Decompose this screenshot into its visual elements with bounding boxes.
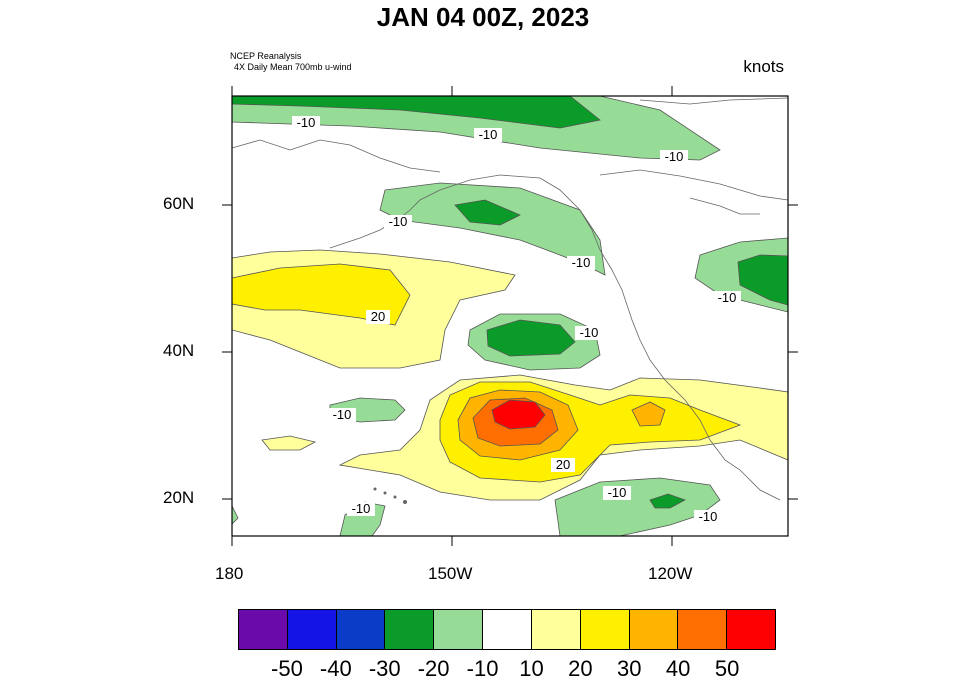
- coastline: [231, 97, 789, 501]
- contour-fill-50: [491, 399, 546, 430]
- colorbar-tick-label: -50: [271, 656, 303, 681]
- units-label: knots: [743, 57, 784, 76]
- svg-text:20: 20: [371, 309, 385, 324]
- colorbar-tick-label: -40: [319, 656, 352, 681]
- source-label: NCEP Reanalysis: [230, 51, 302, 61]
- svg-text:-10: -10: [608, 485, 627, 500]
- colorbar-tick-label: 30: [617, 656, 642, 681]
- svg-text:-10: -10: [718, 290, 737, 305]
- lat-label-40n: 40N: [163, 341, 195, 360]
- contour-fill-neg20-south: [649, 493, 686, 509]
- map-frame: [231, 95, 789, 537]
- contour-fill-20-west: [231, 263, 411, 326]
- hawaii-islands: [373, 487, 407, 504]
- svg-text:20: 20: [556, 457, 570, 472]
- colorbar-tick-label: 40: [665, 656, 691, 681]
- svg-text:-10: -10: [479, 127, 498, 142]
- svg-text:-10: -10: [352, 501, 371, 516]
- map-title: JAN 04 00Z, 2023: [376, 2, 590, 32]
- colorbar-swatch: [385, 610, 435, 649]
- colorbar-swatch: [483, 610, 532, 649]
- axis-ticks: [222, 86, 798, 546]
- contour-fill-neg20-center: [486, 319, 576, 357]
- contour-label: -10: [328, 407, 356, 422]
- contour-label: -10: [384, 214, 412, 229]
- contour-fill-neg20-north: [231, 95, 601, 129]
- colorbar-tick-label: 20: [568, 656, 593, 681]
- colorbar-swatch: [287, 610, 337, 649]
- lon-label-150w: 150W: [428, 564, 473, 583]
- svg-text:-10: -10: [389, 214, 408, 229]
- contour-label: -10: [694, 509, 722, 524]
- svg-text:-10: -10: [297, 115, 316, 130]
- colorbar-swatch: [434, 610, 484, 649]
- lon-label-180: 180: [215, 564, 244, 583]
- contour-label: -10: [603, 485, 631, 500]
- contour-fill-10-small: [261, 435, 317, 451]
- contour-label: -10: [713, 290, 741, 305]
- contour-label: -10: [660, 149, 688, 164]
- colorbar-tick-label: 10: [519, 656, 544, 681]
- colorbar-tick-label: -10: [466, 656, 499, 681]
- colorbar-swatch: [580, 610, 630, 649]
- contour-label: -10: [474, 127, 502, 142]
- colorbar-tick-label: -20: [417, 656, 450, 681]
- contour-label: -10: [575, 325, 603, 340]
- contour-label: -10: [347, 501, 375, 516]
- svg-text:-10: -10: [699, 509, 718, 524]
- contour-label: 20: [366, 309, 390, 324]
- colorbar-swatch: [678, 610, 728, 649]
- svg-text:-10: -10: [333, 407, 352, 422]
- contour-label: 20: [551, 457, 575, 472]
- lat-label-60n: 60N: [163, 194, 195, 213]
- lon-label-120w: 120W: [648, 564, 693, 583]
- contour-label: -10: [567, 255, 595, 270]
- svg-text:-10: -10: [665, 149, 684, 164]
- svg-text:-10: -10: [580, 325, 599, 340]
- colorbar-swatch: [727, 610, 775, 649]
- contour-fill-neg20-alaska: [454, 199, 521, 226]
- variable-label: 4X Daily Mean 700mb u-wind: [234, 62, 352, 72]
- contour-fill-30-east: [631, 401, 666, 427]
- colorbar-swatch: [239, 610, 288, 649]
- lat-label-20n: 20N: [163, 488, 195, 507]
- contour-label: -10: [292, 115, 320, 130]
- colorbar-swatch: [336, 610, 386, 649]
- colorbar-swatch: [629, 610, 679, 649]
- colorbar-swatch: [531, 610, 581, 649]
- svg-text:-10: -10: [572, 255, 591, 270]
- colorbar: [238, 609, 776, 650]
- colorbar-tick-label: -30: [368, 656, 401, 681]
- colorbar-tick-label: 50: [714, 656, 740, 681]
